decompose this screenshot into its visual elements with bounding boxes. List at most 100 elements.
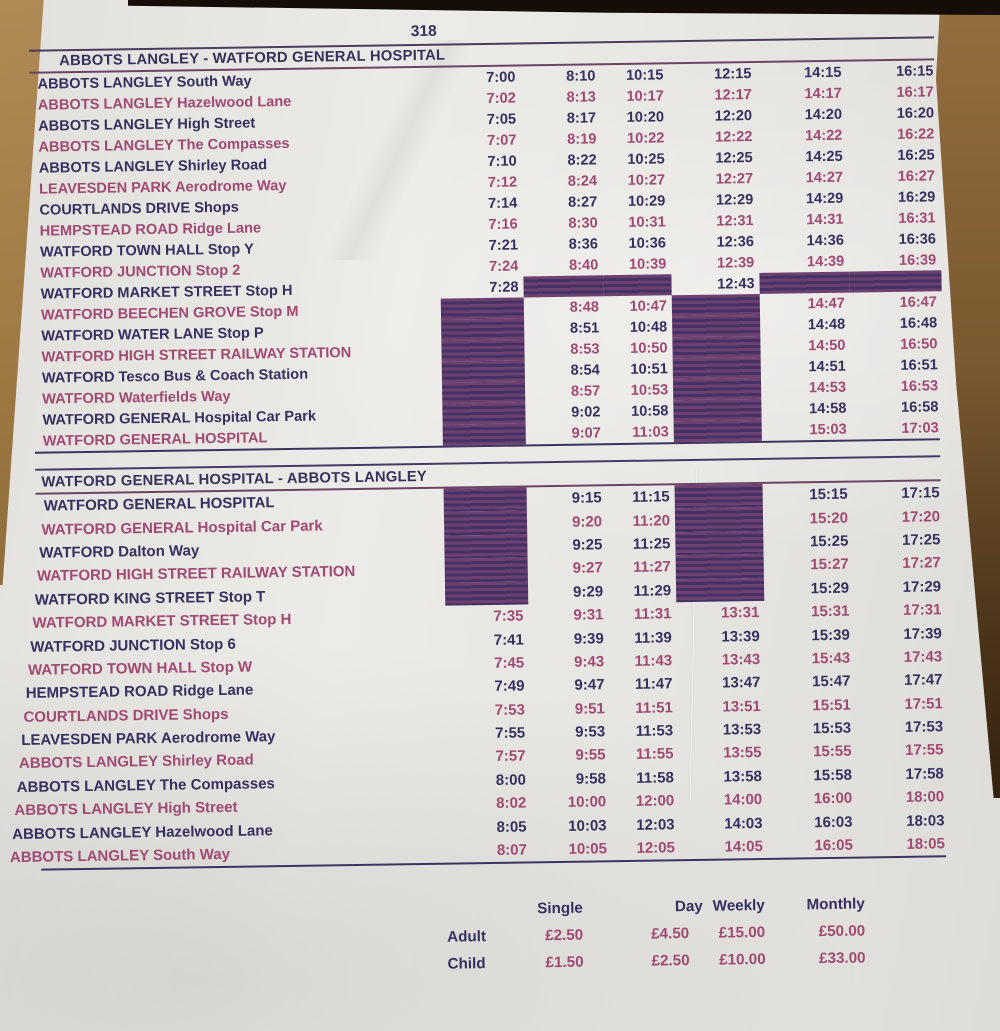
time-cell: 9:27 [572,559,603,578]
time-cell: 14:03 [724,814,763,833]
stop-name: WATFORD MARKET STREET Stop H [32,611,292,632]
time-cell: 9:55 [575,746,606,765]
time-cell: 15:47 [811,672,851,691]
stop-name: WATFORD KING STREET Stop T [34,588,266,609]
time-cell: 15:51 [812,696,851,714]
time-cell: 7:41 [493,631,524,649]
fare-value: £1.50 [545,953,584,972]
time-cell: 10:31 [628,213,666,231]
time-cell: 12:25 [715,149,753,167]
time-cell: 17:31 [902,601,942,619]
fare-column-header: Weekly [712,897,765,915]
time-cell: 16:22 [896,125,935,143]
time-cell: 14:27 [805,169,844,186]
no-service-bar [675,554,764,579]
time-cell: 11:25 [632,535,671,553]
time-cell: 15:25 [809,532,849,551]
stop-name: WATFORD HIGH STREET RAILWAY STATION [36,563,356,586]
time-cell: 17:43 [903,648,943,666]
time-cell: 7:53 [494,701,525,719]
fare-column-header: Monthly [806,895,865,914]
time-cell: 17:27 [902,554,941,573]
paper-crease [120,40,680,260]
time-cell: 10:25 [627,150,665,168]
time-cell: 8:36 [568,235,599,253]
time-cell: 14:39 [806,253,845,270]
no-service-bar [444,557,528,583]
time-cell: 8:22 [567,151,597,169]
stop-name: WATFORD Dalton Way [39,542,200,562]
time-cell: 11:39 [634,628,672,647]
time-cell: 12:36 [716,233,755,251]
time-cell: 16:36 [898,230,937,248]
time-cell: 7:57 [495,747,526,766]
fare-value: £15.00 [718,924,766,942]
time-cell: 16:20 [896,104,935,122]
time-cell: 10:05 [568,840,608,858]
no-service-bar [675,577,765,603]
time-cell: 7:21 [488,237,519,254]
no-service-bar [759,271,850,294]
time-cell: 9:53 [575,723,606,741]
time-cell: 14:29 [805,190,844,207]
time-cell: 12:31 [716,212,754,230]
time-cell: 15:29 [810,579,850,597]
fare-column-header: Day [674,898,703,916]
time-cell: 16:51 [900,356,938,374]
time-cell: 16:58 [900,398,939,416]
time-cell: 9:07 [571,424,601,442]
time-cell: 7:16 [488,216,518,233]
time-cell: 17:55 [904,741,944,760]
time-cell: 12:27 [715,170,754,188]
no-service-bar [442,423,526,446]
time-cell: 7:10 [487,153,517,170]
time-cell: 16:39 [898,251,937,269]
time-cell: 10:17 [626,87,664,105]
time-cell: 14:36 [806,232,845,249]
time-cell: 8:57 [570,382,601,400]
time-cell: 12:00 [635,792,675,811]
time-cell: 8:10 [566,67,596,85]
time-cell: 8:27 [567,193,598,211]
fare-label: Adult [447,928,487,946]
time-cell: 12:17 [714,86,752,104]
fare-value: £33.00 [818,949,866,968]
stop-name: WATFORD TOWN HALL Stop W [27,658,253,679]
stop-name: COURTLANDS DRIVE Shops [23,705,229,726]
time-cell: 12:20 [714,107,753,125]
time-cell: 18:03 [906,811,945,830]
no-service-bar [441,318,525,341]
time-cell: 10:15 [626,66,664,84]
time-cell: 16:05 [814,836,854,855]
time-cell: 11:03 [632,423,669,441]
time-cell: 14:15 [803,64,842,81]
no-service-bar [671,293,761,317]
no-service-bar [672,377,762,401]
time-cell: 14:51 [808,358,846,375]
time-cell: 17:58 [905,765,944,783]
time-cell: 9:39 [573,629,604,648]
time-cell: 11:20 [632,511,671,530]
stop-name: WATFORD GENERAL HOSPITAL [42,429,268,450]
fare-value: £2.50 [651,952,690,970]
fare-label: Child [447,955,486,973]
no-service-bar [441,339,525,362]
time-cell: 11:53 [635,722,674,740]
time-cell: 10:58 [630,402,669,420]
fare-value: £4.50 [651,925,690,943]
time-cell: 7:14 [487,195,518,212]
time-cell: 9:02 [571,403,601,421]
time-cell: 17:39 [903,624,942,643]
time-cell: 8:02 [496,794,527,813]
time-cell: 7:55 [495,724,526,743]
time-cell: 9:25 [572,536,603,554]
time-cell: 8:53 [570,340,600,358]
time-cell: 14:50 [808,337,846,354]
no-service-bar [675,530,764,556]
time-cell: 7:35 [493,607,524,626]
stop-name: ABBOTS LANGLEY Shirley Road [18,751,254,773]
time-cell: 9:29 [572,583,604,601]
no-service-bar [442,402,526,425]
time-cell: 16:27 [897,167,936,185]
